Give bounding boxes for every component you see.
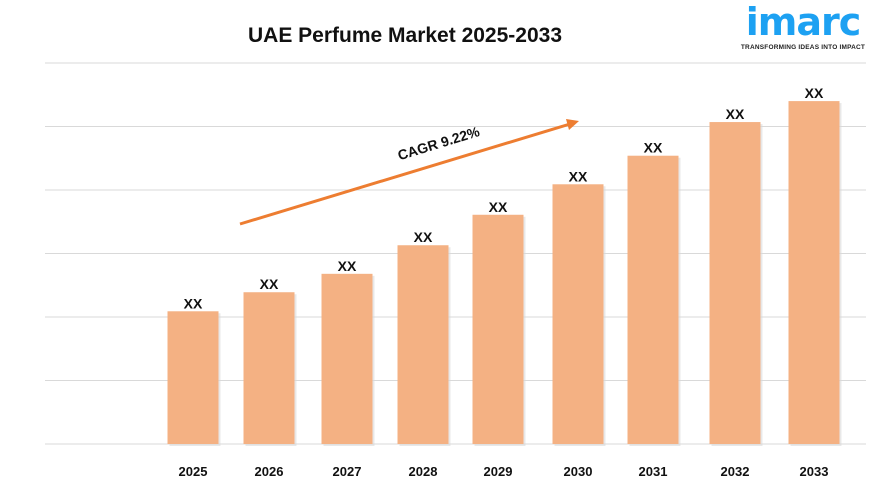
cagr-arrow-head bbox=[566, 119, 579, 130]
bar-2025 bbox=[167, 311, 219, 444]
data-label-2030: XX bbox=[569, 168, 588, 184]
x-tick-label-2031: 2031 bbox=[639, 464, 668, 479]
x-tick-label-2030: 2030 bbox=[564, 464, 593, 479]
data-label-2032: XX bbox=[726, 106, 745, 122]
imarc-logo: imarc TRANSFORMING IDEAS INTO IMPACT bbox=[738, 2, 868, 51]
x-tick-label-2032: 2032 bbox=[721, 464, 750, 479]
cagr-label: CAGR 9.22% bbox=[396, 123, 482, 163]
x-tick-label-2029: 2029 bbox=[484, 464, 513, 479]
bar-2033 bbox=[788, 101, 840, 444]
data-label-2027: XX bbox=[338, 258, 357, 274]
data-label-2025: XX bbox=[184, 295, 203, 311]
bar-2030 bbox=[552, 184, 604, 444]
bar-2029 bbox=[472, 214, 524, 444]
bar-2026 bbox=[243, 292, 295, 444]
logo-word: imarc bbox=[745, 0, 862, 44]
logo-tagline: TRANSFORMING IDEAS INTO IMPACT bbox=[740, 44, 866, 51]
data-label-2029: XX bbox=[489, 199, 508, 215]
bar-2031 bbox=[627, 155, 679, 444]
x-tick-label-2026: 2026 bbox=[255, 464, 284, 479]
bar-2027 bbox=[321, 273, 373, 444]
bar-2032 bbox=[709, 122, 761, 445]
x-tick-label-2025: 2025 bbox=[179, 464, 208, 479]
data-label-2028: XX bbox=[414, 229, 433, 245]
data-label-2031: XX bbox=[644, 140, 663, 156]
bar-2028 bbox=[397, 245, 449, 444]
x-tick-label-2028: 2028 bbox=[409, 464, 438, 479]
data-label-2033: XX bbox=[805, 85, 824, 101]
x-tick-label-2033: 2033 bbox=[800, 464, 829, 479]
x-tick-label-2027: 2027 bbox=[333, 464, 362, 479]
cagr-arrow-line bbox=[239, 122, 571, 226]
chart-title: UAE Perfume Market 2025-2033 bbox=[248, 24, 562, 47]
data-label-2026: XX bbox=[260, 276, 279, 292]
